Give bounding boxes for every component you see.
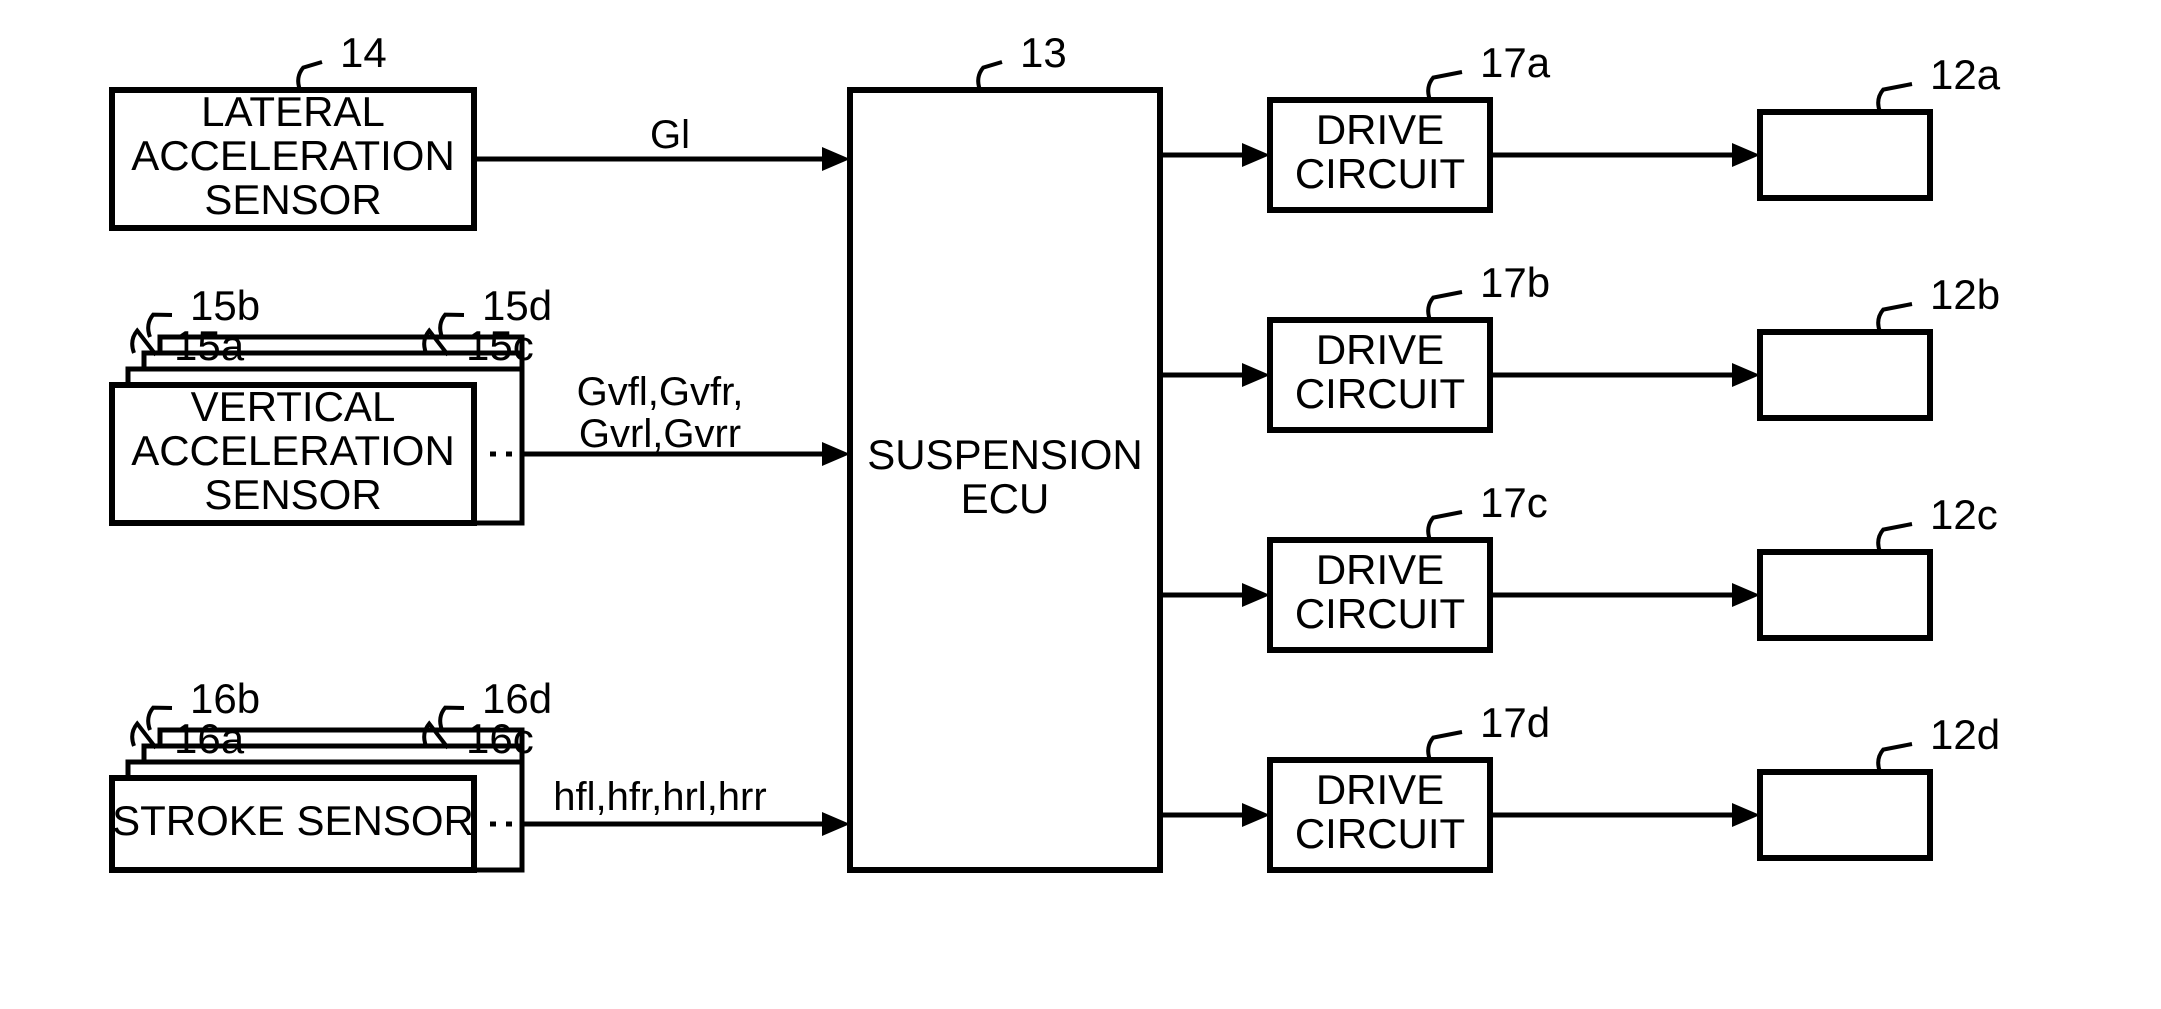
- ref-label: 14: [340, 29, 387, 76]
- block-label: ACCELERATION: [131, 427, 455, 474]
- block-lateral: LATERALACCELERATIONSENSOR 14: [112, 29, 474, 228]
- ref-label: 17b: [1480, 259, 1550, 306]
- block-label: DRIVE: [1316, 106, 1444, 153]
- edge-label: hfl,hfr,hrl,hrr: [553, 775, 766, 819]
- block-label: ECU: [961, 475, 1050, 522]
- block-label: CIRCUIT: [1295, 150, 1465, 197]
- edge-label: Gvfl,Gvfr,: [577, 370, 744, 414]
- block-label: SENSOR: [204, 471, 381, 518]
- block-label: CIRCUIT: [1295, 590, 1465, 637]
- block-label: CIRCUIT: [1295, 810, 1465, 857]
- ref-label: 15c: [466, 322, 534, 369]
- block-stroke: STROKE SENSOR16b16a16d16c: [112, 675, 552, 870]
- block-out_a: 12a: [1760, 51, 2001, 198]
- block-drive_a: DRIVECIRCUIT 17a: [1270, 39, 1551, 210]
- ref-label: 16a: [174, 715, 245, 762]
- block-out_d: 12d: [1760, 711, 2000, 858]
- ref-label: 15a: [174, 322, 245, 369]
- ref-label: 12a: [1930, 51, 2001, 98]
- block-label: ACCELERATION: [131, 132, 455, 179]
- block-label: SUSPENSION: [867, 431, 1142, 478]
- ref-label: 17c: [1480, 479, 1548, 526]
- block-diagram: LATERALACCELERATIONSENSOR14VERTICALACCEL…: [0, 0, 2161, 1009]
- ref-label: 13: [1020, 29, 1067, 76]
- edge-label: Gl: [650, 113, 690, 157]
- ref-label: 16c: [466, 715, 534, 762]
- block-label: LATERAL: [201, 88, 385, 135]
- ref-label: 12b: [1930, 271, 2000, 318]
- block-label: DRIVE: [1316, 546, 1444, 593]
- block-drive_c: DRIVECIRCUIT 17c: [1270, 479, 1548, 650]
- block-drive_b: DRIVECIRCUIT 17b: [1270, 259, 1550, 430]
- edge-stroke-ecu: hfl,hfr,hrl,hrr: [490, 775, 824, 824]
- edge-label: Gvrl,Gvrr: [579, 412, 741, 456]
- block-vertical: VERTICALACCELERATIONSENSOR15b15a15d15c: [112, 282, 552, 523]
- block-out_b: 12b: [1760, 271, 2000, 418]
- ref-label: 17a: [1480, 39, 1551, 86]
- edge-vertical-ecu: Gvfl,Gvfr,Gvrl,Gvrr: [490, 370, 824, 456]
- ref-label: 12d: [1930, 711, 2000, 758]
- block-label: DRIVE: [1316, 766, 1444, 813]
- block-label: SENSOR: [204, 176, 381, 223]
- ref-label: 17d: [1480, 699, 1550, 746]
- ref-label: 12c: [1930, 491, 1998, 538]
- edge-lateral-ecu: Gl: [474, 113, 824, 159]
- block-label: DRIVE: [1316, 326, 1444, 373]
- block-ecu: SUSPENSIONECU 13: [850, 29, 1160, 870]
- block-drive_d: DRIVECIRCUIT 17d: [1270, 699, 1550, 870]
- block-out_c: 12c: [1760, 491, 1998, 638]
- block-label: STROKE SENSOR: [112, 797, 474, 844]
- block-label: VERTICAL: [191, 383, 396, 430]
- block-label: CIRCUIT: [1295, 370, 1465, 417]
